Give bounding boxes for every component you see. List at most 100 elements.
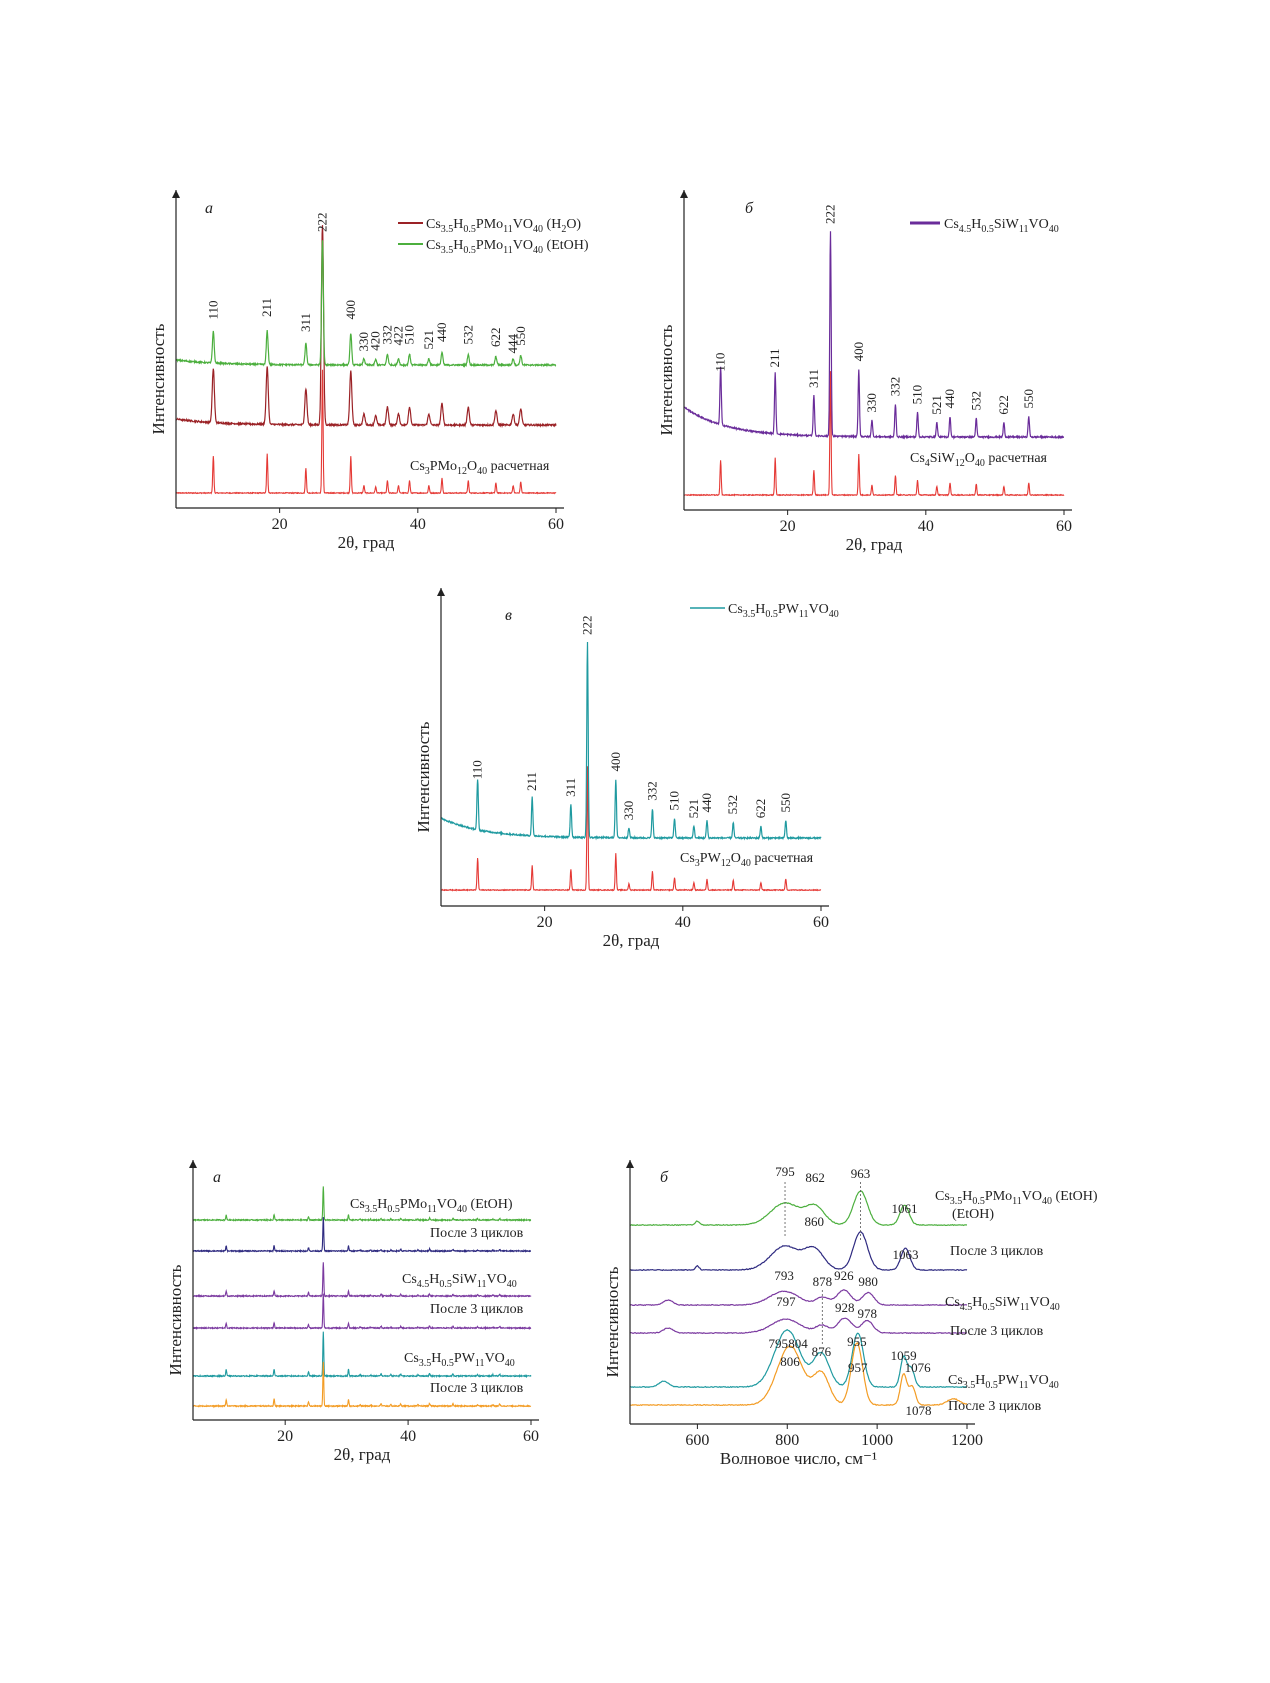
a-top-peak-label-622: 622 bbox=[488, 328, 503, 347]
a-top-reference-trace bbox=[175, 369, 557, 495]
b-bottom-band-label-19: 1059 bbox=[891, 1348, 917, 1363]
b-top-peak-label-622: 622 bbox=[996, 395, 1011, 414]
v-top-peak-label-622: 622 bbox=[753, 799, 768, 819]
a-top-peak-label-400: 400 bbox=[343, 300, 358, 320]
b-top-peak-label-311: 311 bbox=[806, 369, 821, 388]
v-top-reference-trace bbox=[440, 766, 822, 892]
b-bottom-series-2 bbox=[629, 1231, 968, 1272]
b-bottom-band-label-0: 795 bbox=[775, 1164, 795, 1179]
b-bottom-label-6: После 3 циклов bbox=[948, 1399, 1042, 1414]
b-top-peak-label-400: 400 bbox=[851, 342, 866, 362]
b-bottom-band-label-16: 876 bbox=[812, 1344, 832, 1359]
v-top-xlabel: 2θ, град bbox=[603, 931, 660, 950]
v-top-peak-label-211: 211 bbox=[524, 772, 539, 791]
b-bottom-band-label-17: 957 bbox=[848, 1360, 868, 1375]
b-top-xlabel: 2θ, град bbox=[846, 535, 903, 554]
v-top-peak-label-550: 550 bbox=[778, 793, 793, 813]
a-top-peak-label-440: 440 bbox=[434, 323, 449, 343]
v-top-peak-label-521: 521 bbox=[686, 799, 701, 819]
b-bottom-label-2: После 3 циклов bbox=[950, 1244, 1044, 1259]
a-bottom-series-4 bbox=[192, 1293, 532, 1331]
b-bottom-band-label-11: 928 bbox=[835, 1300, 855, 1315]
b-bottom-series-1 bbox=[629, 1190, 968, 1227]
b-top-peak-label-222: 222 bbox=[822, 205, 837, 225]
a-bottom-series-2 bbox=[192, 1216, 531, 1254]
a-top-peak-label-444: 444 bbox=[505, 334, 520, 354]
a-top-legend-label-1: Cs3.5H0.5PMo11VO40 (H2O) bbox=[426, 217, 581, 235]
v-top-peak-label-311: 311 bbox=[563, 778, 578, 797]
a-bottom-tick-label-20: 20 bbox=[277, 1428, 293, 1445]
b-top-tick-label-40: 40 bbox=[918, 518, 934, 535]
a-bottom-series-3 bbox=[192, 1262, 532, 1299]
b-bottom-label-5: Cs3.5H0.5PW11VO40 bbox=[948, 1373, 1059, 1391]
v-top-tick-label-60: 60 bbox=[813, 914, 829, 931]
b-top-series bbox=[683, 231, 1065, 440]
v-top-tick-label-20: 20 bbox=[537, 914, 553, 931]
a-bottom-series-1 bbox=[192, 1186, 532, 1223]
b-bottom-label-3: Cs4.5H0.5SiW11VO40 bbox=[945, 1295, 1060, 1313]
b-bottom-band-label-5: 1063 bbox=[892, 1247, 918, 1262]
b-top-peak-label-330: 330 bbox=[864, 393, 879, 413]
a-bottom-xlabel: 2θ, град bbox=[334, 1445, 391, 1464]
b-top-ylabel: Интенсивность bbox=[657, 324, 676, 435]
b-bottom-band-label-18: 955 bbox=[847, 1334, 867, 1349]
b-bottom-band-label-20: 1076 bbox=[905, 1360, 932, 1375]
v-top-peak-label-330: 330 bbox=[621, 801, 636, 821]
b-bottom-tick-label-600: 600 bbox=[685, 1432, 709, 1449]
v-top-y-arrow bbox=[437, 588, 445, 596]
a-top-peak-label-332: 332 bbox=[379, 325, 394, 345]
a-top-peak-label-110: 110 bbox=[205, 300, 220, 319]
v-top-series bbox=[440, 641, 822, 842]
b-bottom-label-1b: (EtOH) bbox=[952, 1207, 994, 1222]
v-top-peak-label-510: 510 bbox=[667, 791, 682, 811]
a-top-tick-label-40: 40 bbox=[410, 516, 426, 533]
b-top-peak-label-440: 440 bbox=[942, 389, 957, 409]
v-top-tick-label-40: 40 bbox=[675, 914, 691, 931]
b-bottom-band-label-4: 860 bbox=[804, 1214, 824, 1229]
a-top-reference-label: Cs3PMo12O40 расчетная bbox=[410, 459, 550, 477]
b-bottom-band-label-6: 793 bbox=[774, 1268, 794, 1283]
b-bottom-tick-label-1000: 1000 bbox=[861, 1432, 893, 1449]
b-top-tick-label-60: 60 bbox=[1056, 518, 1072, 535]
b-bottom-band-label-14: 804 bbox=[788, 1336, 808, 1351]
b-bottom-band-label-10: 797 bbox=[776, 1294, 796, 1309]
b-bottom-band-label-7: 878 bbox=[813, 1274, 833, 1289]
b-bottom-band-label-9: 980 bbox=[858, 1274, 878, 1289]
b-bottom-y-arrow bbox=[626, 1160, 634, 1168]
b-top-peak-label-532: 532 bbox=[968, 391, 983, 411]
b-bottom-label-1: Cs3.5H0.5PMo11VO40 (EtOH) bbox=[935, 1189, 1098, 1207]
a-bottom-panel-letter: а bbox=[213, 1169, 221, 1186]
a-top-peak-label-532: 532 bbox=[460, 325, 475, 345]
v-top-panel-letter: в bbox=[505, 607, 512, 624]
v-top-peak-label-400: 400 bbox=[608, 752, 623, 772]
b-bottom-band-label-8: 926 bbox=[834, 1268, 854, 1283]
b-bottom-ylabel: Интенсивность bbox=[603, 1266, 622, 1377]
b-bottom-label-4: После 3 циклов bbox=[950, 1324, 1044, 1339]
a-bottom-label-5: Cs3.5H0.5PW11VO40 bbox=[404, 1351, 515, 1369]
b-top-tick-label-20: 20 bbox=[780, 518, 796, 535]
a-top-peak-label-550: 550 bbox=[513, 326, 528, 346]
v-top-peak-label-332: 332 bbox=[644, 781, 659, 801]
a-top-peak-label-211: 211 bbox=[259, 298, 274, 317]
a-top-peak-label-311: 311 bbox=[298, 313, 313, 332]
b-top-peak-label-510: 510 bbox=[910, 385, 925, 405]
a-top-peak-label-420: 420 bbox=[368, 331, 383, 351]
b-bottom-band-label-1: 862 bbox=[805, 1170, 825, 1185]
a-top-ylabel: Интенсивность bbox=[149, 323, 168, 434]
a-bottom-label-1: Cs3.5H0.5PMo11VO40 (EtOH) bbox=[350, 1197, 513, 1215]
b-bottom-band-label-15: 806 bbox=[780, 1354, 800, 1369]
a-top-peak-label-330: 330 bbox=[356, 332, 371, 352]
v-top-peak-label-532: 532 bbox=[725, 795, 740, 815]
a-bottom-y-arrow bbox=[189, 1160, 197, 1168]
b-bottom-series-3 bbox=[629, 1289, 968, 1307]
b-bottom-series-6 bbox=[629, 1342, 968, 1407]
b-bottom-panel-letter: б bbox=[660, 1169, 669, 1186]
b-bottom-series-4 bbox=[629, 1317, 967, 1335]
v-top-legend-label-1: Cs3.5H0.5PW11VO40 bbox=[728, 602, 839, 620]
b-bottom-series-5 bbox=[629, 1328, 968, 1389]
b-bottom-band-label-12: 978 bbox=[857, 1306, 877, 1321]
a-bottom-series-6 bbox=[192, 1361, 532, 1409]
a-bottom-tick-label-60: 60 bbox=[523, 1428, 539, 1445]
b-top-panel-letter: б bbox=[745, 200, 754, 217]
